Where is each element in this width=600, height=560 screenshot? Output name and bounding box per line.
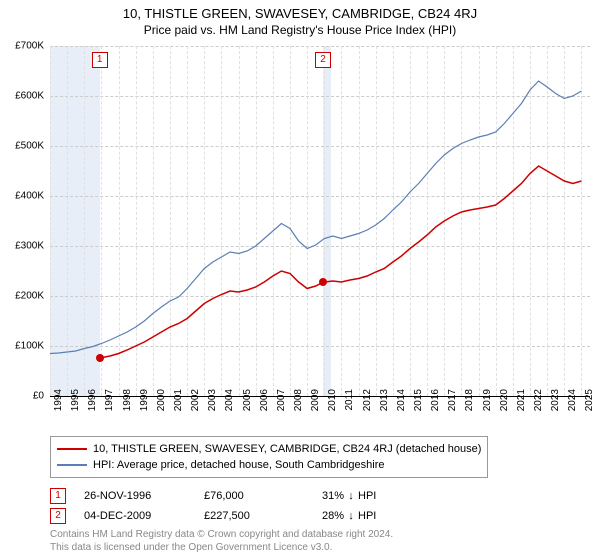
legend-row-series2: HPI: Average price, detached house, Sout…: [57, 457, 481, 473]
y-axis-label: £200K: [15, 291, 44, 302]
tx-vs-2: HPI: [358, 510, 376, 522]
chart-marker-dot-1: [96, 354, 104, 362]
table-row: 1 26-NOV-1996 £76,000 31% ↓ HPI: [50, 486, 590, 506]
table-row: 2 04-DEC-2009 £227,500 28% ↓ HPI: [50, 506, 590, 526]
arrow-down-icon: ↓: [344, 490, 358, 502]
legend-swatch-1: [57, 448, 87, 450]
credits: Contains HM Land Registry data © Crown c…: [50, 528, 393, 554]
y-axis-label: £500K: [15, 141, 44, 152]
legend-row-series1: 10, THISTLE GREEN, SWAVESEY, CAMBRIDGE, …: [57, 441, 481, 457]
chart-subtitle: Price paid vs. HM Land Registry's House …: [0, 23, 600, 37]
legend-swatch-2: [57, 464, 87, 466]
credits-line-1: Contains HM Land Registry data © Crown c…: [50, 528, 393, 541]
legend-label-1: 10, THISTLE GREEN, SWAVESEY, CAMBRIDGE, …: [93, 441, 481, 457]
y-axis-label: £300K: [15, 241, 44, 252]
chart-title: 10, THISTLE GREEN, SWAVESEY, CAMBRIDGE, …: [0, 6, 600, 21]
legend-label-2: HPI: Average price, detached house, Sout…: [93, 457, 384, 473]
tx-pct-1: 31%: [304, 490, 344, 502]
tx-date-1: 26-NOV-1996: [84, 490, 204, 502]
chart-plot-area: £0£100K£200K£300K£400K£500K£600K£700K199…: [50, 46, 590, 396]
y-axis-label: £0: [33, 391, 44, 402]
y-axis-label: £400K: [15, 191, 44, 202]
tx-price-2: £227,500: [204, 510, 304, 522]
tx-pct-2: 28%: [304, 510, 344, 522]
y-axis-label: £100K: [15, 341, 44, 352]
tx-marker-1: 1: [50, 488, 66, 504]
credits-line-2: This data is licensed under the Open Gov…: [50, 541, 393, 554]
legend-box: 10, THISTLE GREEN, SWAVESEY, CAMBRIDGE, …: [50, 436, 488, 478]
tx-date-2: 04-DEC-2009: [84, 510, 204, 522]
y-axis-label: £600K: [15, 91, 44, 102]
tx-vs-1: HPI: [358, 490, 376, 502]
chart-marker-2: 2: [315, 52, 331, 68]
legend-and-table: 10, THISTLE GREEN, SWAVESEY, CAMBRIDGE, …: [50, 436, 590, 526]
chart-marker-1: 1: [92, 52, 108, 68]
chart-marker-dot-2: [319, 278, 327, 286]
tx-marker-2: 2: [50, 508, 66, 524]
tx-price-1: £76,000: [204, 490, 304, 502]
arrow-down-icon: ↓: [344, 510, 358, 522]
y-axis-label: £700K: [15, 41, 44, 52]
transaction-table: 1 26-NOV-1996 £76,000 31% ↓ HPI 2 04-DEC…: [50, 486, 590, 526]
